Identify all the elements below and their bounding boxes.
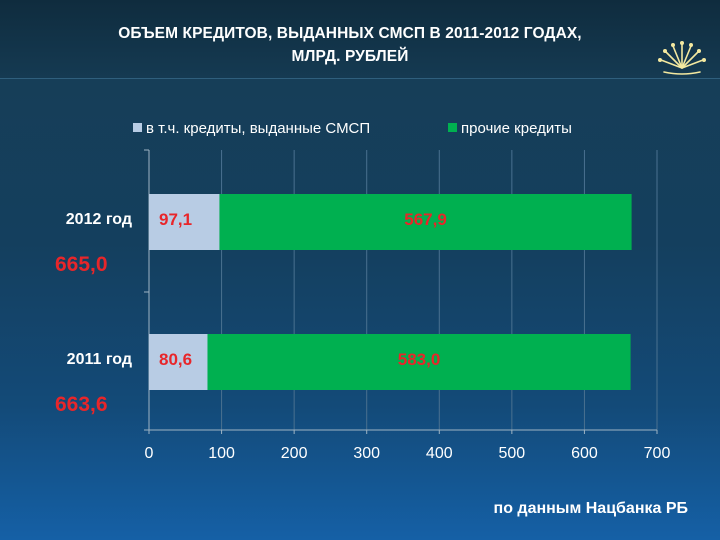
x-tick-label-600: 600 — [571, 445, 598, 462]
legend-swatch-other — [448, 123, 457, 132]
legend-label-smsp: в т.ч. кредиты, выданные СМСП — [146, 120, 371, 137]
data-label-smsp-1: 80,6 — [159, 350, 192, 369]
total-label-2012: 665,0 — [55, 253, 108, 276]
legend-item-smsp: в т.ч. кредиты, выданные СМСП — [133, 120, 370, 137]
legend-swatch-smsp — [133, 123, 142, 132]
chart-title-line-1: ОБЪЕМ КРЕДИТОВ, ВЫДАННЫХ СМСП В 2011-201… — [118, 25, 582, 42]
legend-item-other: прочие кредиты — [448, 120, 572, 137]
bar-smsp-1 — [149, 334, 208, 390]
chart-title-line-2: МЛРД. РУБЛЕЙ — [291, 48, 409, 65]
kurai-flower-logo-icon — [658, 41, 706, 75]
legend-label-other: прочие кредиты — [461, 120, 572, 137]
x-tick-label-500: 500 — [499, 445, 526, 462]
bar-smsp-0 — [149, 194, 220, 250]
x-tick-label-0: 0 — [145, 445, 154, 462]
data-label-other-1: 583,0 — [398, 350, 441, 369]
x-tick-label-700: 700 — [644, 445, 671, 462]
x-tick-label-300: 300 — [353, 445, 380, 462]
data-label-other-0: 567,9 — [404, 210, 447, 229]
x-tick-label-400: 400 — [426, 445, 453, 462]
bar-other-1 — [207, 334, 631, 390]
data-label-smsp-0: 97,1 — [159, 210, 192, 229]
chart-title: ОБЪЕМ КРЕДИТОВ, ВЫДАННЫХ СМСП В 2011-201… — [40, 22, 660, 68]
bar-other-0 — [219, 194, 632, 250]
category-label-2011: 2011 год — [66, 351, 132, 368]
category-label-2012: 2012 год — [65, 211, 132, 228]
source-note: по данным Нацбанка РБ — [493, 500, 688, 517]
total-label-2011: 663,6 — [55, 393, 108, 416]
title-bar: ОБЪЕМ КРЕДИТОВ, ВЫДАННЫХ СМСП В 2011-201… — [0, 0, 720, 79]
x-tick-label-200: 200 — [281, 445, 308, 462]
x-tick-label-100: 100 — [208, 445, 235, 462]
